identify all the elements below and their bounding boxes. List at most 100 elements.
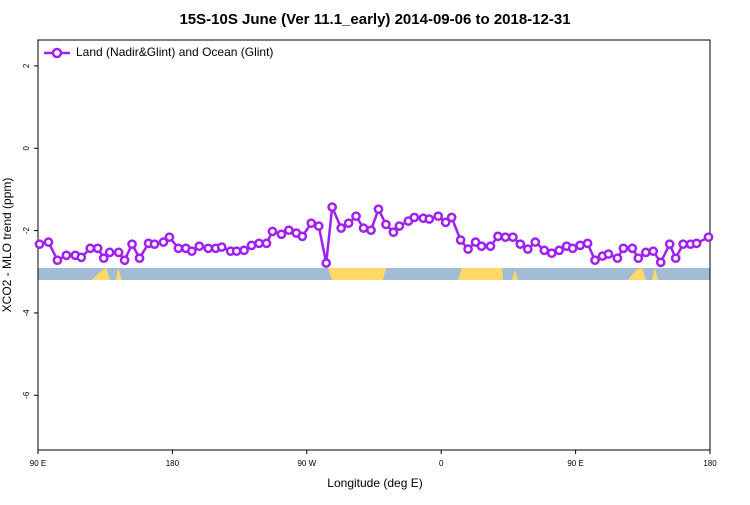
data-point	[373, 204, 384, 215]
y-tick-label: -4	[22, 309, 31, 317]
data-point	[640, 247, 651, 258]
data-point	[476, 241, 487, 252]
x-tick-label: 180	[166, 459, 180, 468]
data-point	[648, 246, 659, 257]
legend-label: Land (Nadir&Glint) and Ocean (Glint)	[76, 45, 273, 59]
y-tick-label: 0	[22, 145, 31, 150]
legend-marker	[51, 47, 63, 59]
data-point	[134, 253, 145, 264]
data-point	[164, 232, 175, 243]
chart-title: 15S-10S June (Ver 11.1_early) 2014-09-06…	[179, 11, 570, 28]
data-point	[582, 238, 593, 249]
x-tick-label: 90 W	[297, 459, 316, 468]
data-point	[433, 211, 444, 222]
data-point	[388, 227, 399, 238]
data-point	[261, 238, 272, 249]
data-point	[351, 211, 361, 222]
data-point	[508, 232, 518, 243]
data-point	[104, 247, 115, 258]
data-point	[231, 246, 242, 257]
data-point	[284, 225, 294, 236]
data-point	[52, 255, 63, 266]
data-point	[424, 214, 435, 224]
data-point	[546, 248, 557, 259]
data-point	[515, 239, 526, 250]
data-point	[567, 243, 578, 254]
data-point	[119, 255, 130, 266]
data-point	[627, 243, 638, 254]
data-point	[670, 253, 681, 264]
data-point	[446, 212, 457, 223]
data-point	[43, 237, 54, 247]
y-axis-label: XCO2 - MLO trend (ppm)	[0, 178, 14, 313]
data-point	[327, 202, 338, 212]
data-point	[246, 240, 257, 251]
data-point	[590, 255, 600, 266]
data-point	[678, 239, 688, 250]
data-point	[633, 253, 644, 264]
data-point	[539, 245, 550, 256]
data-point	[612, 253, 623, 264]
data-point	[463, 244, 473, 254]
data-point	[313, 221, 324, 231]
data-point	[276, 229, 287, 240]
data-point	[158, 237, 169, 247]
data-point	[239, 245, 249, 256]
x-axis-label: Longitude (deg E)	[327, 476, 422, 490]
data-point	[297, 231, 308, 242]
data-point	[530, 237, 541, 247]
data-point	[254, 238, 264, 249]
data-point	[113, 247, 124, 258]
data-point	[306, 218, 317, 229]
data-point	[92, 243, 103, 254]
data-point	[173, 243, 184, 254]
data-point	[61, 250, 72, 261]
data-point	[34, 239, 45, 250]
x-tick-label: 0	[439, 459, 444, 468]
surface-band	[38, 268, 710, 280]
data-point	[394, 221, 405, 231]
data-point	[127, 239, 137, 250]
y-tick-label: -6	[22, 391, 31, 399]
land-patch	[92, 268, 110, 280]
data-point	[493, 231, 503, 242]
data-point	[366, 225, 376, 236]
data-point	[703, 232, 714, 243]
land-patch	[328, 268, 386, 280]
data-point	[500, 232, 511, 243]
data-point	[216, 242, 227, 252]
data-point	[485, 241, 496, 252]
x-tick-label: 90 E	[30, 459, 46, 468]
data-point	[409, 212, 420, 223]
land-patch	[628, 268, 646, 280]
y-tick-label: 2	[22, 63, 31, 68]
x-tick-label: 90 E	[567, 459, 583, 468]
data-point	[358, 223, 369, 233]
data-point	[655, 257, 666, 268]
data-point	[603, 249, 614, 259]
data-point	[336, 223, 346, 233]
data-point	[267, 226, 278, 237]
y-tick-label: -2	[22, 226, 31, 234]
data-point	[194, 241, 205, 252]
land-patch	[458, 268, 503, 280]
data-point	[618, 243, 629, 254]
data-point	[381, 219, 391, 230]
data-point	[343, 218, 354, 229]
data-point	[440, 217, 451, 228]
data-point	[691, 238, 702, 249]
data-point	[203, 243, 214, 254]
data-point	[455, 235, 466, 245]
data-point	[76, 252, 87, 263]
data-point	[554, 245, 565, 256]
data-point	[85, 243, 96, 254]
data-point	[186, 246, 197, 257]
data-point	[575, 240, 585, 251]
x-tick-label: 180	[703, 459, 717, 468]
land-patch	[512, 270, 518, 280]
data-point	[664, 239, 675, 250]
land-patch	[652, 268, 658, 280]
data-point	[98, 253, 109, 264]
data-point	[149, 239, 160, 250]
